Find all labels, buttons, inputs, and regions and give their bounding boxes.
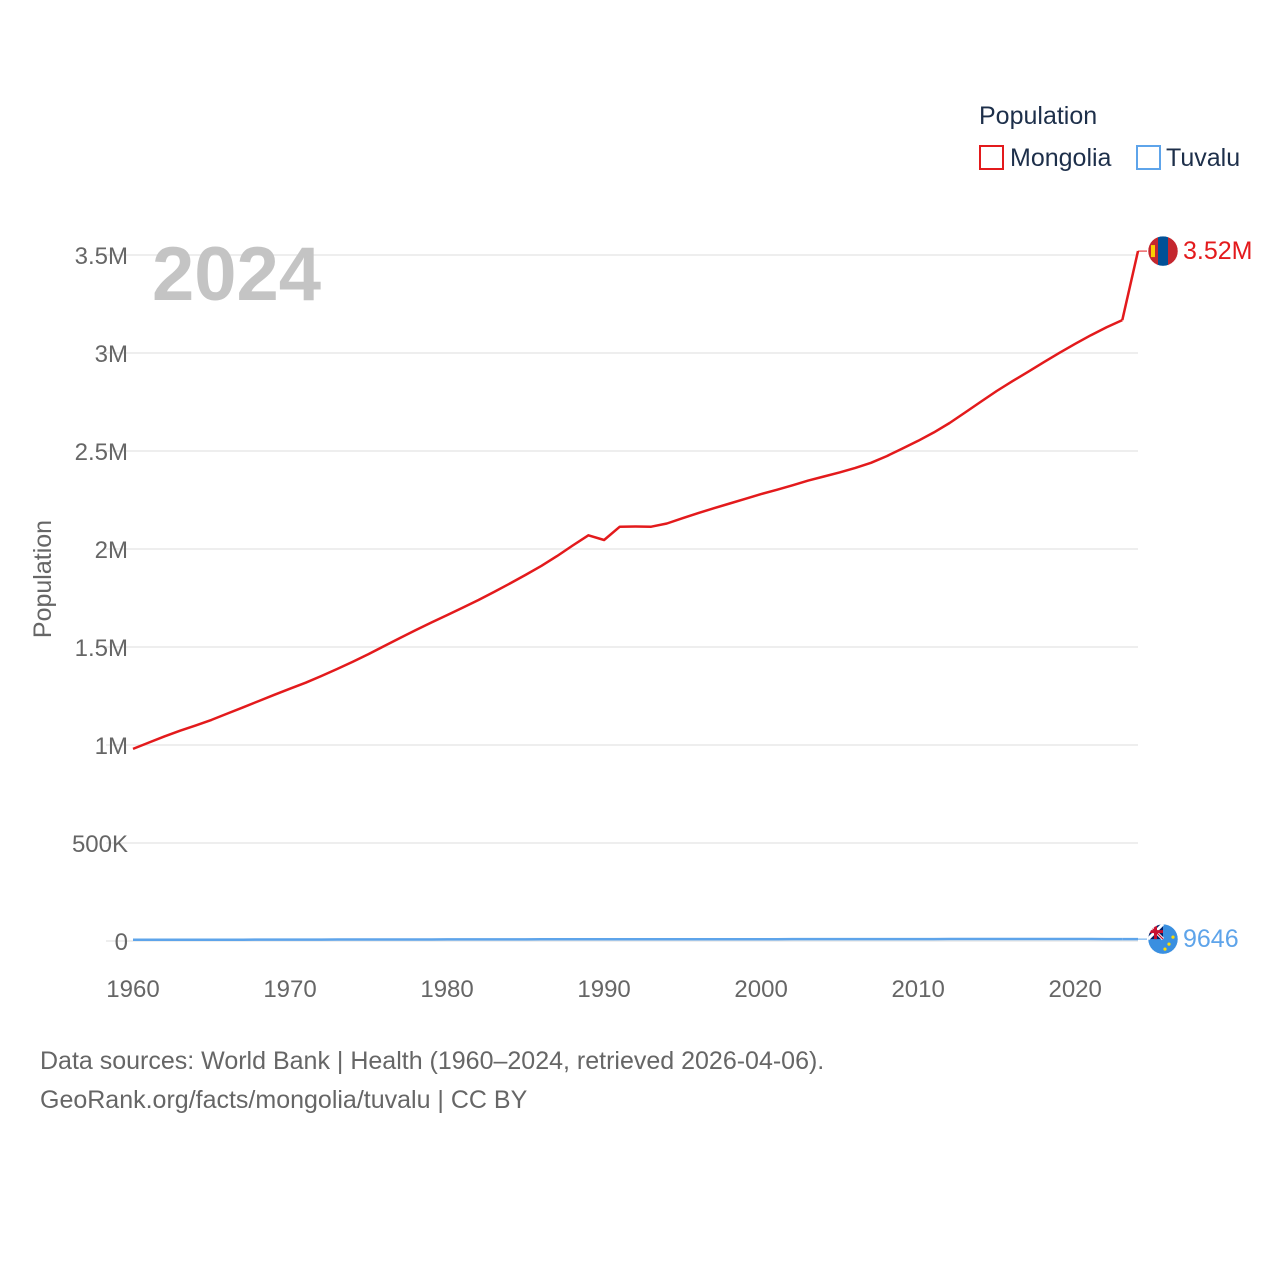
legend-item-mongolia[interactable]: Mongolia: [979, 144, 1112, 172]
legend-swatch-tuvalu: [1136, 145, 1161, 170]
y-axis-ticks: 0 500K 1M 1.5M 2M 2.5M 3M 3.5M: [72, 243, 128, 956]
series-lines: [132, 250, 1140, 942]
x-tick-label: 2000: [734, 976, 787, 1003]
legend-item-tuvalu[interactable]: Tuvalu: [1136, 144, 1240, 172]
x-tick-label: 1980: [420, 976, 473, 1003]
tuvalu-flag-icon: [1147, 923, 1179, 955]
series-end-markers: 3.52M 9646: [1138, 235, 1252, 955]
y-tick-label: 3.5M: [75, 243, 128, 270]
end-label-tuvalu: 9646: [1183, 925, 1239, 953]
source-line-2[interactable]: GeoRank.org/facts/mongolia/tuvalu | CC B…: [40, 1086, 528, 1114]
x-tick-label: 1990: [577, 976, 630, 1003]
gridlines: [106, 254, 1138, 942]
series-line-end-mongolia: [1121, 250, 1140, 321]
y-tick-label: 0: [115, 929, 128, 956]
series-line-mongolia[interactable]: [132, 318, 1123, 751]
x-tick-label: 2010: [891, 976, 944, 1003]
x-axis-ticks: 1960 1970 1980 1990 2000 2010 2020: [106, 976, 1102, 1003]
year-display: 2024: [152, 232, 321, 317]
legend[interactable]: Population Mongolia Tuvalu: [979, 102, 1240, 172]
legend-swatch-mongolia: [979, 145, 1004, 170]
legend-label-tuvalu: Tuvalu: [1166, 144, 1240, 172]
x-tick-label: 2020: [1048, 976, 1101, 1003]
y-tick-label: 1.5M: [75, 635, 128, 662]
end-label-mongolia: 3.52M: [1183, 237, 1252, 265]
mongolia-flag-icon: [1147, 235, 1179, 267]
series-line-tuvalu[interactable]: [133, 937, 1123, 942]
legend-label-mongolia: Mongolia: [1010, 144, 1112, 172]
y-tick-label: 1M: [95, 733, 128, 760]
source-note: Data sources: World Bank | Health (1960–…: [40, 1042, 824, 1120]
y-tick-label: 500K: [72, 831, 128, 858]
y-tick-label: 2.5M: [75, 439, 128, 466]
x-tick-label: 1970: [263, 976, 316, 1003]
y-axis-title: Population: [29, 520, 57, 638]
source-line-1: Data sources: World Bank | Health (1960–…: [40, 1047, 825, 1075]
y-tick-label: 3M: [95, 341, 128, 368]
x-tick-label: 1960: [106, 976, 159, 1003]
y-tick-label: 2M: [95, 537, 128, 564]
legend-title: Population: [979, 102, 1097, 130]
